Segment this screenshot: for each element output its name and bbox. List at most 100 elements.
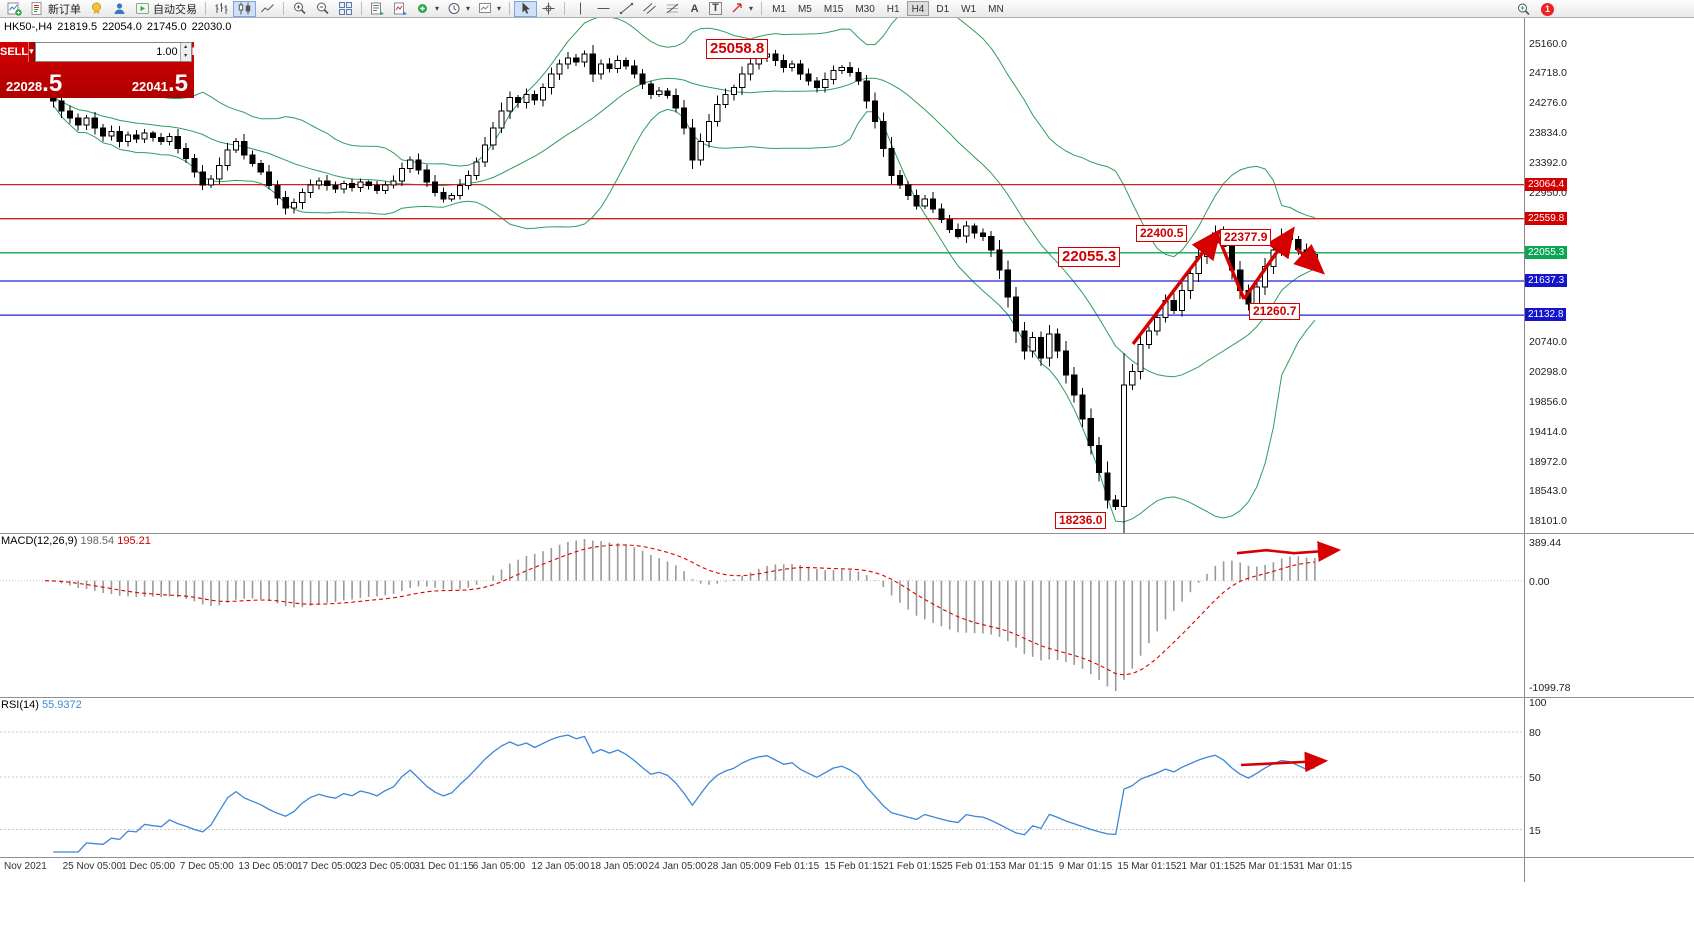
volume-stepper[interactable]: ▴ ▾ [179, 43, 191, 61]
period-clock-button[interactable]: ▾ [443, 1, 474, 17]
template-button[interactable]: ▾ [474, 1, 505, 17]
close-value: 22030.0 [191, 21, 232, 33]
arrows-tool-icon[interactable]: ▾ [726, 1, 757, 17]
price-annotation[interactable]: 25058.8 [706, 39, 769, 59]
one-click-trading-widget: SELL ▾ ▴▾ BUY 22028.5 22041.5 [0, 42, 215, 98]
crosshair-icon[interactable] [537, 1, 560, 17]
horizontal-line-tool-icon[interactable] [592, 1, 615, 17]
time-axis-label: 9 Feb 01:15 [765, 861, 820, 872]
zoom-out-icon[interactable] [311, 1, 334, 17]
candlestick-chart-icon[interactable] [233, 0, 256, 17]
time-axis-label: 23 Dec 05:00 [355, 861, 416, 872]
price-annotation[interactable]: 21260.7 [1249, 303, 1301, 320]
candlestick-chart[interactable] [0, 18, 1524, 533]
price-axis-label: 19856.0 [1529, 395, 1567, 408]
timeframe-button-m5[interactable]: M5 [797, 4, 812, 15]
time-axis-label: 18 Jan 05:00 [590, 861, 648, 872]
search-icon[interactable] [1516, 2, 1531, 17]
low-value: 21745.0 [146, 21, 187, 33]
auto-trading-button[interactable]: 自动交易 [131, 1, 201, 17]
main-chart-panel: HK50-,H4 21819.5 22054.0 21745.0 22030.0 SEL… [0, 18, 1524, 533]
line-chart-icon[interactable] [256, 1, 279, 17]
bar-chart-icon[interactable] [210, 1, 233, 17]
timeframe-button-h1[interactable]: H1 [886, 4, 900, 15]
time-axis-label: 24 Jan 05:00 [648, 861, 707, 872]
price-line-tag: 22559.8 [1525, 211, 1568, 225]
price-annotation[interactable]: 18236.0 [1055, 512, 1107, 529]
price-axis-label: 18101.0 [1529, 514, 1567, 527]
rsi-label: RSI(14) 55.9372 [1, 699, 82, 711]
time-axis-label: 28 Jan 05:00 [707, 861, 766, 872]
macd-label: MACD(12,26,9) 198.54 195.21 [1, 535, 151, 547]
price-annotation[interactable]: 22055.3 [1058, 247, 1121, 267]
time-axis-label: 21 Mar 01:15 [1176, 861, 1235, 872]
volume-dropdown[interactable]: ▾ [28, 42, 35, 62]
tile-windows-icon[interactable] [334, 1, 357, 17]
auto-trading-icon [136, 3, 149, 14]
price-axis-label: 25160.0 [1529, 37, 1567, 50]
time-axis-label: Nov 2021 [4, 861, 47, 872]
zoom-in-icon[interactable] [288, 1, 311, 17]
vertical-line-tool-icon[interactable] [569, 1, 592, 17]
cursor-icon[interactable] [514, 0, 538, 17]
profile-icon[interactable] [108, 1, 131, 17]
trendline-tool-icon[interactable] [615, 1, 638, 17]
timeframe-button-w1[interactable]: W1 [961, 4, 977, 15]
macd-panel: MACD(12,26,9) 198.54 195.21 [0, 533, 1524, 697]
price-annotation[interactable]: 22377.9 [1220, 229, 1272, 246]
seal-icon[interactable] [85, 1, 108, 17]
time-axis[interactable]: Nov 2021 25 Nov 05:00 1 Dec 05:00 7 Dec 05:… [0, 858, 1524, 882]
panel-separator[interactable] [0, 697, 1694, 698]
buy-button[interactable]: BUY [191, 46, 215, 58]
panel-separator [0, 857, 1694, 858]
symbol-period: HK50-,H4 [4, 21, 53, 33]
timeframe-button-h4[interactable]: H4 [906, 1, 930, 16]
rsi-chart[interactable] [0, 697, 1524, 857]
price-axis-label: 23834.0 [1529, 127, 1567, 140]
timeframe-button-m15[interactable]: M15 [823, 4, 844, 15]
sell-price[interactable]: 22028.5 [6, 70, 63, 97]
rsi-panel: RSI(14) 55.9372 [0, 697, 1524, 857]
time-axis-label: 31 Dec 01:15 [414, 861, 474, 872]
new-chart-button[interactable] [3, 1, 26, 17]
label-tool-icon[interactable]: T [705, 1, 726, 17]
timeframe-button-mn[interactable]: MN [988, 4, 1004, 15]
add-indicator-button[interactable]: ▾ [412, 1, 443, 17]
indicator-list-icon[interactable] [389, 1, 412, 17]
fibonacci-tool-icon[interactable] [661, 1, 684, 17]
channel-tool-icon[interactable] [638, 1, 661, 17]
time-axis-label: 3 Mar 01:15 [1000, 861, 1054, 872]
time-axis-label: 17 Dec 05:00 [297, 861, 357, 872]
price-annotation[interactable]: 22400.5 [1136, 225, 1188, 242]
main-toolbar: 新订单 自动交易 ▾ ▾ ▾ A T ▾ M1 M5 M15 M30 H1 H4 D1 W1 M… [0, 0, 1694, 18]
timeframe-button-d1[interactable]: D1 [936, 4, 950, 15]
time-axis-label: 25 Nov 05:00 [62, 861, 123, 872]
rsi-axis-label: 50 [1529, 772, 1541, 784]
notification-badge[interactable]: 1 [1541, 3, 1554, 16]
open-value: 21819.5 [57, 21, 98, 33]
time-axis-label: 12 Jan 05:00 [531, 861, 590, 872]
panel-separator[interactable] [0, 533, 1694, 534]
price-axis-label: 24718.0 [1529, 67, 1567, 80]
sell-button[interactable]: SELL [0, 46, 29, 58]
data-window-icon[interactable] [366, 1, 389, 17]
price-line-tag: 21132.8 [1525, 308, 1567, 322]
price-axis-label: 19414.0 [1529, 425, 1567, 438]
time-axis-label: 6 Jan 05:00 [472, 861, 526, 872]
time-axis-label: 25 Mar 01:15 [1234, 861, 1294, 872]
macd-chart[interactable] [0, 533, 1524, 697]
new-order-button[interactable]: 新订单 [26, 1, 85, 17]
time-axis-label: 1 Dec 05:00 [121, 861, 176, 872]
time-axis-label: 15 Mar 01:15 [1117, 861, 1177, 872]
price-axis-label: 24276.0 [1529, 97, 1567, 110]
price-axis-label: 20740.0 [1529, 336, 1567, 349]
new-order-label: 新订单 [48, 3, 81, 16]
macd-axis-label: 389.44 [1529, 537, 1562, 549]
rsi-axis-label: 15 [1529, 824, 1541, 837]
price-axis[interactable]: 25160.0 24718.0 24276.0 23834.0 23392.0 22950… [1524, 18, 1694, 882]
timeframe-button-m1[interactable]: M1 [772, 4, 786, 15]
volume-input[interactable] [35, 43, 180, 61]
timeframe-button-m30[interactable]: M30 [855, 4, 875, 15]
text-tool-icon[interactable]: A [690, 2, 699, 15]
buy-price[interactable]: 22041.5 [131, 70, 188, 97]
